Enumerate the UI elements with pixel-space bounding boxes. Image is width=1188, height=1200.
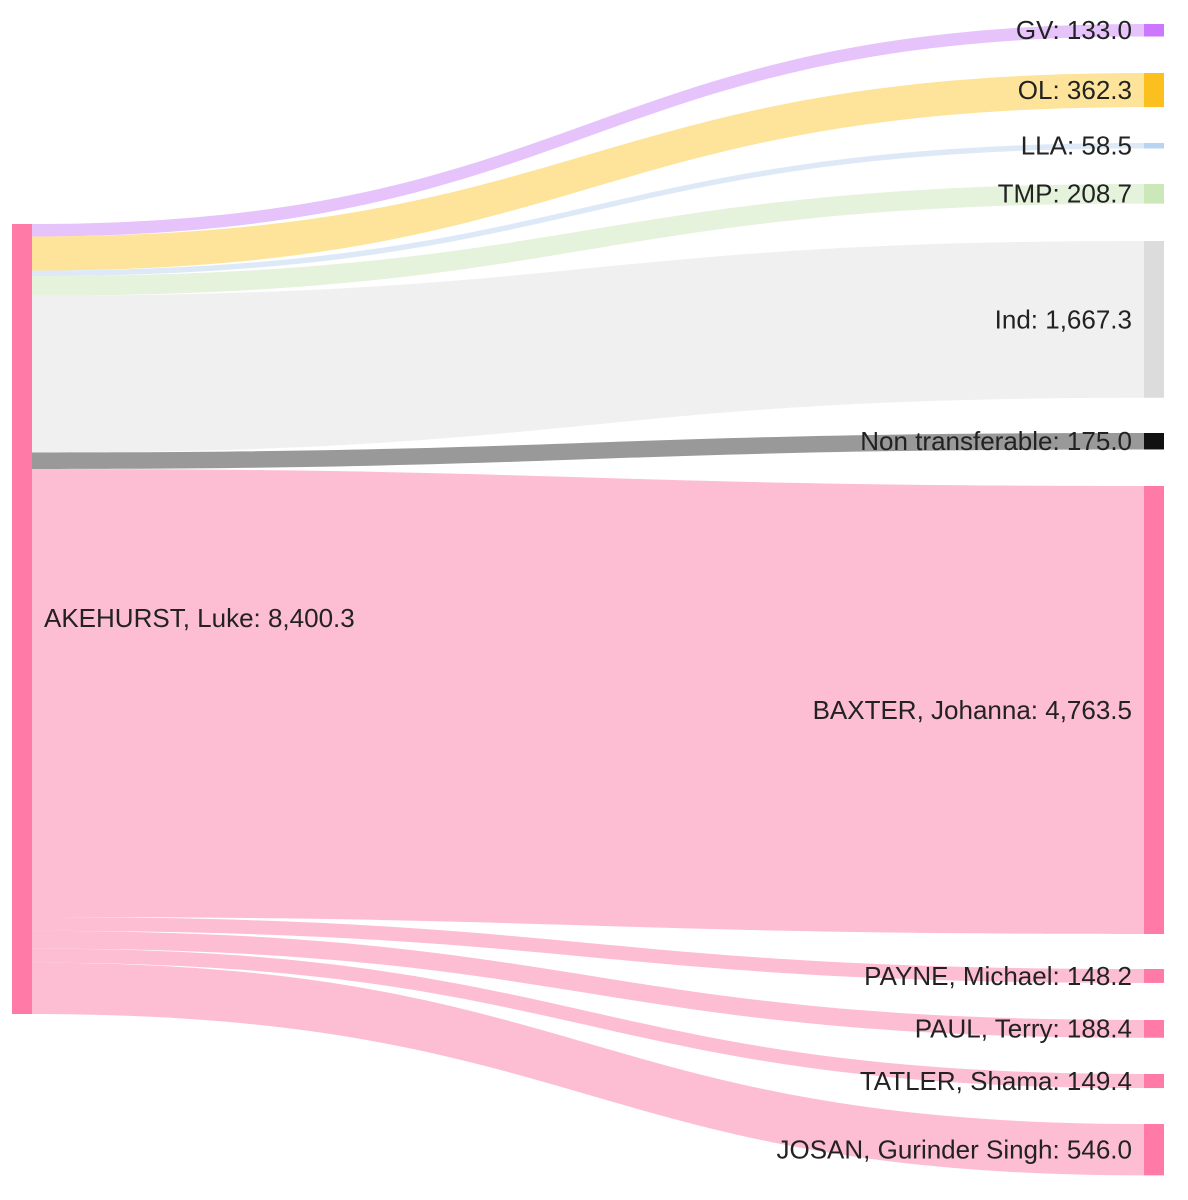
target-node-paul[interactable]: [1144, 1020, 1164, 1038]
target-node-non-transferable[interactable]: [1144, 433, 1164, 450]
link-tatler[interactable]: [32, 948, 1144, 1089]
link-ind[interactable]: [32, 241, 1144, 453]
link-josan[interactable]: [32, 962, 1144, 1176]
link-non-transferable[interactable]: [32, 433, 1144, 469]
target-node-lla[interactable]: [1144, 143, 1164, 149]
node-labels: AKEHURST, Luke: 8,400.3 GV: 133.0 OL: 362…: [44, 15, 1132, 1164]
link-gv[interactable]: [32, 24, 1144, 237]
target-label-tatler: TATLER, Shama: 149.4: [860, 1066, 1132, 1096]
target-node-gv[interactable]: [1144, 24, 1164, 37]
target-node-josan[interactable]: [1144, 1124, 1164, 1176]
target-node-ol[interactable]: [1144, 73, 1164, 108]
flow-links: [32, 24, 1144, 1176]
link-paul[interactable]: [32, 930, 1144, 1038]
link-payne[interactable]: [32, 916, 1144, 983]
target-label-payne: PAYNE, Michael: 148.2: [864, 961, 1132, 991]
target-label-baxter: BAXTER, Johanna: 4,763.5: [813, 695, 1132, 725]
target-node-payne[interactable]: [1144, 969, 1164, 983]
target-label-tmp: TMP: 208.7: [998, 179, 1132, 209]
target-label-ol: OL: 362.3: [1018, 75, 1132, 105]
link-tmp[interactable]: [32, 184, 1144, 296]
nodes: [12, 24, 1164, 1176]
link-lla[interactable]: [32, 143, 1144, 277]
target-node-baxter[interactable]: [1144, 486, 1164, 934]
link-ol[interactable]: [32, 73, 1144, 271]
source-node-akehurst[interactable]: [12, 224, 32, 1014]
target-label-paul: PAUL, Terry: 188.4: [915, 1014, 1132, 1044]
target-node-tatler[interactable]: [1144, 1074, 1164, 1089]
target-node-tmp[interactable]: [1144, 184, 1164, 204]
target-label-non-transferable: Non transferable: 175.0: [860, 426, 1132, 456]
target-node-ind[interactable]: [1144, 241, 1164, 398]
target-label-lla: LLA: 58.5: [1021, 131, 1132, 161]
target-label-ind: Ind: 1,667.3: [995, 304, 1132, 334]
link-baxter[interactable]: [32, 468, 1144, 934]
source-node-label: AKEHURST, Luke: 8,400.3: [44, 603, 355, 633]
target-label-josan: JOSAN, Gurinder Singh: 546.0: [776, 1135, 1132, 1165]
target-label-gv: GV: 133.0: [1016, 15, 1132, 45]
